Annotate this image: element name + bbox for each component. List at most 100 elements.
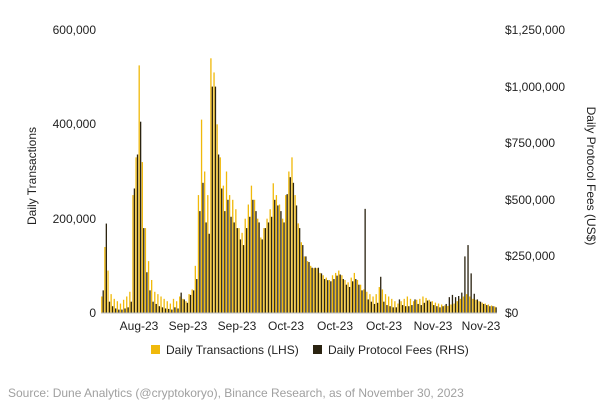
bar-transactions <box>163 298 165 313</box>
x-tick-label: Sep-23 <box>218 319 257 333</box>
bar-transactions <box>356 279 359 313</box>
left-axis-title: Daily Transactions <box>25 127 39 225</box>
bar-transactions <box>394 301 396 313</box>
bar-fees <box>380 276 382 313</box>
bar-transactions <box>338 270 340 313</box>
bar-fees <box>352 281 354 313</box>
bar-fees <box>230 216 232 313</box>
bar-fees <box>261 239 263 313</box>
bar-transactions <box>263 228 265 313</box>
right-y-tick-label: $750,000 <box>505 136 555 150</box>
bar-fees <box>333 279 335 313</box>
bar-fees <box>208 233 210 313</box>
bar-fees <box>239 239 242 313</box>
legend-swatch-fees <box>313 345 322 354</box>
bar-transactions <box>456 301 458 313</box>
bar-fees <box>320 273 323 313</box>
bar-transactions <box>241 232 243 313</box>
x-tick-label: Oct-23 <box>317 319 353 333</box>
bar-fees <box>327 280 329 313</box>
bar-fees <box>339 274 341 313</box>
bar-fees <box>367 299 369 313</box>
bar-transactions <box>375 294 377 313</box>
bar-transactions <box>182 298 184 313</box>
bar-transactions <box>200 119 203 314</box>
bar-fees <box>476 299 479 313</box>
bar-transactions <box>437 303 440 313</box>
bar-transactions <box>472 298 474 313</box>
bar-fees <box>102 290 104 313</box>
bar-fees <box>299 228 301 313</box>
bar-transactions <box>129 291 131 313</box>
bar-fees <box>495 307 497 313</box>
bar-fees <box>411 305 413 313</box>
bar-transactions <box>185 301 187 313</box>
bar-transactions <box>391 298 393 313</box>
bar-fees <box>199 211 201 313</box>
right-axis-title: Daily Protocol Fees (US$) <box>584 107 598 246</box>
legend-swatch-transactions <box>151 345 160 354</box>
bar-transactions <box>116 301 119 313</box>
bar-transactions <box>428 299 430 313</box>
bar-fees <box>439 307 441 313</box>
bar-fees <box>214 86 217 313</box>
x-tick-label: Nov-23 <box>462 319 501 333</box>
bar-transactions <box>119 303 122 313</box>
bar-fees <box>274 199 276 313</box>
left-y-tick-label: 400,000 <box>53 117 97 131</box>
bar-transactions <box>387 296 390 313</box>
bar-transactions <box>126 296 128 313</box>
bar-transactions <box>494 306 496 313</box>
bar-fees <box>345 284 348 313</box>
bar-transactions <box>269 209 271 313</box>
bar-transactions <box>204 171 206 313</box>
bar-fees <box>224 211 226 313</box>
bar-transactions <box>216 124 218 313</box>
bar-transactions <box>294 195 296 313</box>
bar-fees <box>330 281 332 313</box>
bar-fees <box>454 297 457 313</box>
bar-fees <box>270 216 273 313</box>
bar-transactions <box>481 302 483 313</box>
bar-transactions <box>147 261 150 313</box>
bar-transactions <box>257 218 259 313</box>
bar-transactions <box>487 304 490 313</box>
bar-transactions <box>400 301 402 313</box>
bar-transactions <box>275 195 278 313</box>
bar-fees <box>177 308 179 313</box>
bar-fees <box>442 306 444 313</box>
bar-fees <box>342 279 344 313</box>
bar-fees <box>139 121 142 313</box>
bar-fees <box>417 303 419 313</box>
bar-fees <box>242 245 245 313</box>
bar-transactions <box>322 275 324 313</box>
bar-fees <box>401 305 404 313</box>
bar-fees <box>121 309 123 313</box>
bar-transactions <box>266 218 268 313</box>
bar-fees <box>118 309 120 313</box>
bar-fees <box>473 293 475 313</box>
bar-fees <box>429 301 432 313</box>
bar-transactions <box>104 246 106 313</box>
bar-transactions <box>210 58 212 313</box>
bar-fees <box>445 303 447 313</box>
bar-fees <box>227 199 229 313</box>
bar-transactions <box>122 299 125 313</box>
bar-transactions <box>297 223 299 313</box>
bar-fees <box>308 262 310 313</box>
bar-fees <box>414 299 416 313</box>
right-y-tick-label: $500,000 <box>505 193 555 207</box>
bar-transactions <box>175 301 178 313</box>
bar-fees <box>373 303 376 313</box>
bar-transactions <box>441 304 443 313</box>
bar-fees <box>492 306 494 313</box>
bar-transactions <box>372 296 374 313</box>
bar-transactions <box>369 294 371 313</box>
bar-fees <box>405 306 407 313</box>
bar-fees <box>370 301 373 313</box>
bar-fees <box>192 290 195 313</box>
left-y-tick-label: 600,000 <box>53 23 97 37</box>
bar-transactions <box>135 157 137 313</box>
bar-transactions <box>151 279 153 313</box>
bar-fees <box>470 273 472 313</box>
